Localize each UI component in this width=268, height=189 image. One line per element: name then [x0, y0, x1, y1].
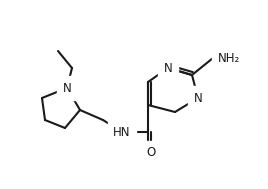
Text: HN: HN: [113, 125, 131, 139]
Text: N: N: [164, 61, 172, 74]
Text: O: O: [146, 146, 156, 160]
Text: N: N: [193, 91, 202, 105]
Text: N: N: [63, 81, 71, 94]
Text: NH₂: NH₂: [218, 51, 240, 64]
